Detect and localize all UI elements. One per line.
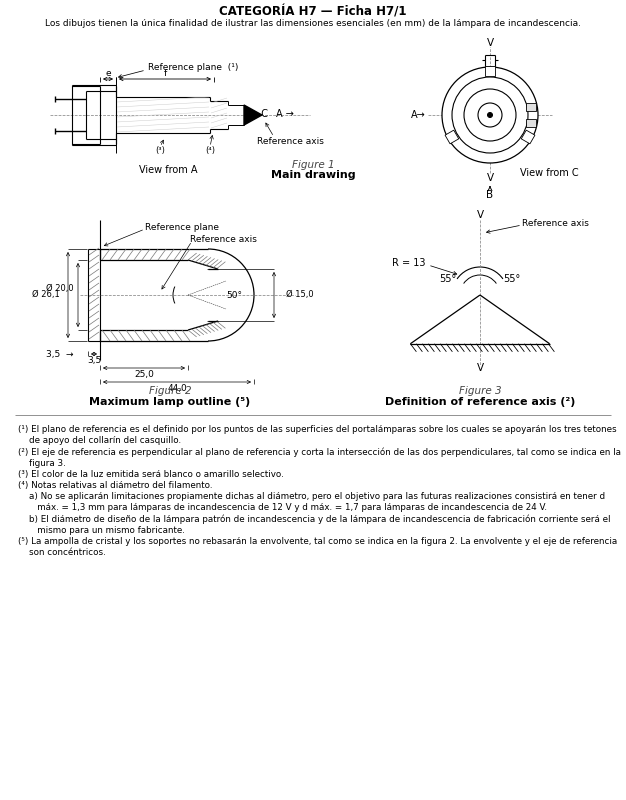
Text: V: V [476,363,483,373]
Bar [526,103,536,111]
Text: A→: A→ [411,110,426,120]
Bar [521,130,535,144]
Text: 55°: 55° [439,274,456,284]
Polygon shape [244,105,262,125]
Text: Ø 15,0: Ø 15,0 [286,290,314,299]
Bar [526,119,536,127]
Text: Figure 3: Figure 3 [459,386,501,396]
Text: B: B [486,190,493,200]
Text: View from C: View from C [520,168,578,178]
Text: (⁴) Notas relativas al diámetro del filamento.: (⁴) Notas relativas al diámetro del fila… [18,481,212,490]
Text: Maximum lamp outline (⁵): Maximum lamp outline (⁵) [90,397,250,407]
Text: Reference plane: Reference plane [145,222,219,231]
Text: mismo para un mismo fabricante.: mismo para un mismo fabricante. [18,526,185,534]
Text: 3,5: 3,5 [87,355,101,365]
Text: A →: A → [276,109,294,119]
Bar [445,130,459,144]
Text: (²) El eje de referencia es perpendicular al plano de referencia y corta la inte: (²) El eje de referencia es perpendicula… [18,447,621,457]
Text: Definition of reference axis (²): Definition of reference axis (²) [385,397,575,407]
Text: figura 3.: figura 3. [18,458,66,467]
Text: Reference axis: Reference axis [190,234,257,243]
Circle shape [488,113,493,118]
Text: son concéntricos.: son concéntricos. [18,548,106,557]
Text: 3,5  →: 3,5 → [46,350,73,358]
Text: a) No se aplicarán limitaciones propiamente dichas al diámetro, pero el objetivo: a) No se aplicarán limitaciones propiame… [18,492,605,501]
Text: Figure 1: Figure 1 [292,160,334,170]
Text: Ø 26,1: Ø 26,1 [33,290,60,299]
Text: (¹) El plano de referencia es el definido por los puntos de las superficies del : (¹) El plano de referencia es el definid… [18,425,617,434]
Bar [485,66,495,76]
Text: f: f [163,70,167,78]
Text: 50°: 50° [226,290,242,299]
Text: 44,0: 44,0 [167,383,187,393]
Text: (⁵) La ampolla de cristal y los soportes no rebasarán la envolvente, tal como se: (⁵) La ampolla de cristal y los soportes… [18,537,617,546]
Text: Los dibujos tienen la única finalidad de ilustrar las dimensiones esenciales (en: Los dibujos tienen la única finalidad de… [45,18,581,27]
Text: 55°: 55° [503,274,521,284]
Circle shape [442,67,538,163]
Text: ← C: ← C [250,109,268,119]
Text: b) El diámetro de diseño de la lámpara patrón de incandescencia y de la lámpara : b) El diámetro de diseño de la lámpara p… [18,514,610,524]
Text: Main drawing: Main drawing [270,170,356,180]
Text: Ø 20,0: Ø 20,0 [46,285,74,294]
Circle shape [464,89,516,141]
Text: (³) El color de la luz emitida será blanco o amarillo selectivo.: (³) El color de la luz emitida será blan… [18,470,284,478]
Text: (³): (³) [155,146,165,154]
Text: V: V [486,173,493,183]
Text: Reference axis: Reference axis [522,218,589,227]
Text: e: e [105,70,111,78]
Text: R = 13: R = 13 [391,258,425,268]
Text: Figure 2: Figure 2 [149,386,192,396]
Circle shape [478,103,502,127]
Text: View from A: View from A [139,165,197,175]
Text: 25,0: 25,0 [134,370,154,378]
Text: CATEGORÍA H7 — Ficha H7/1: CATEGORÍA H7 — Ficha H7/1 [219,6,407,18]
Text: V: V [486,38,493,48]
Text: (⁴): (⁴) [205,146,215,154]
Text: de apoyo del collarín del casquillo.: de apoyo del collarín del casquillo. [18,436,181,445]
Text: Reference plane  (¹): Reference plane (¹) [148,62,239,71]
Text: V: V [476,210,483,220]
Text: Reference axis: Reference axis [257,137,324,146]
Text: máx. = 1,3 mm para lámparas de incandescencia de 12 V y d máx. = 1,7 para lámpar: máx. = 1,3 mm para lámparas de incandesc… [18,503,547,512]
Circle shape [452,77,528,153]
